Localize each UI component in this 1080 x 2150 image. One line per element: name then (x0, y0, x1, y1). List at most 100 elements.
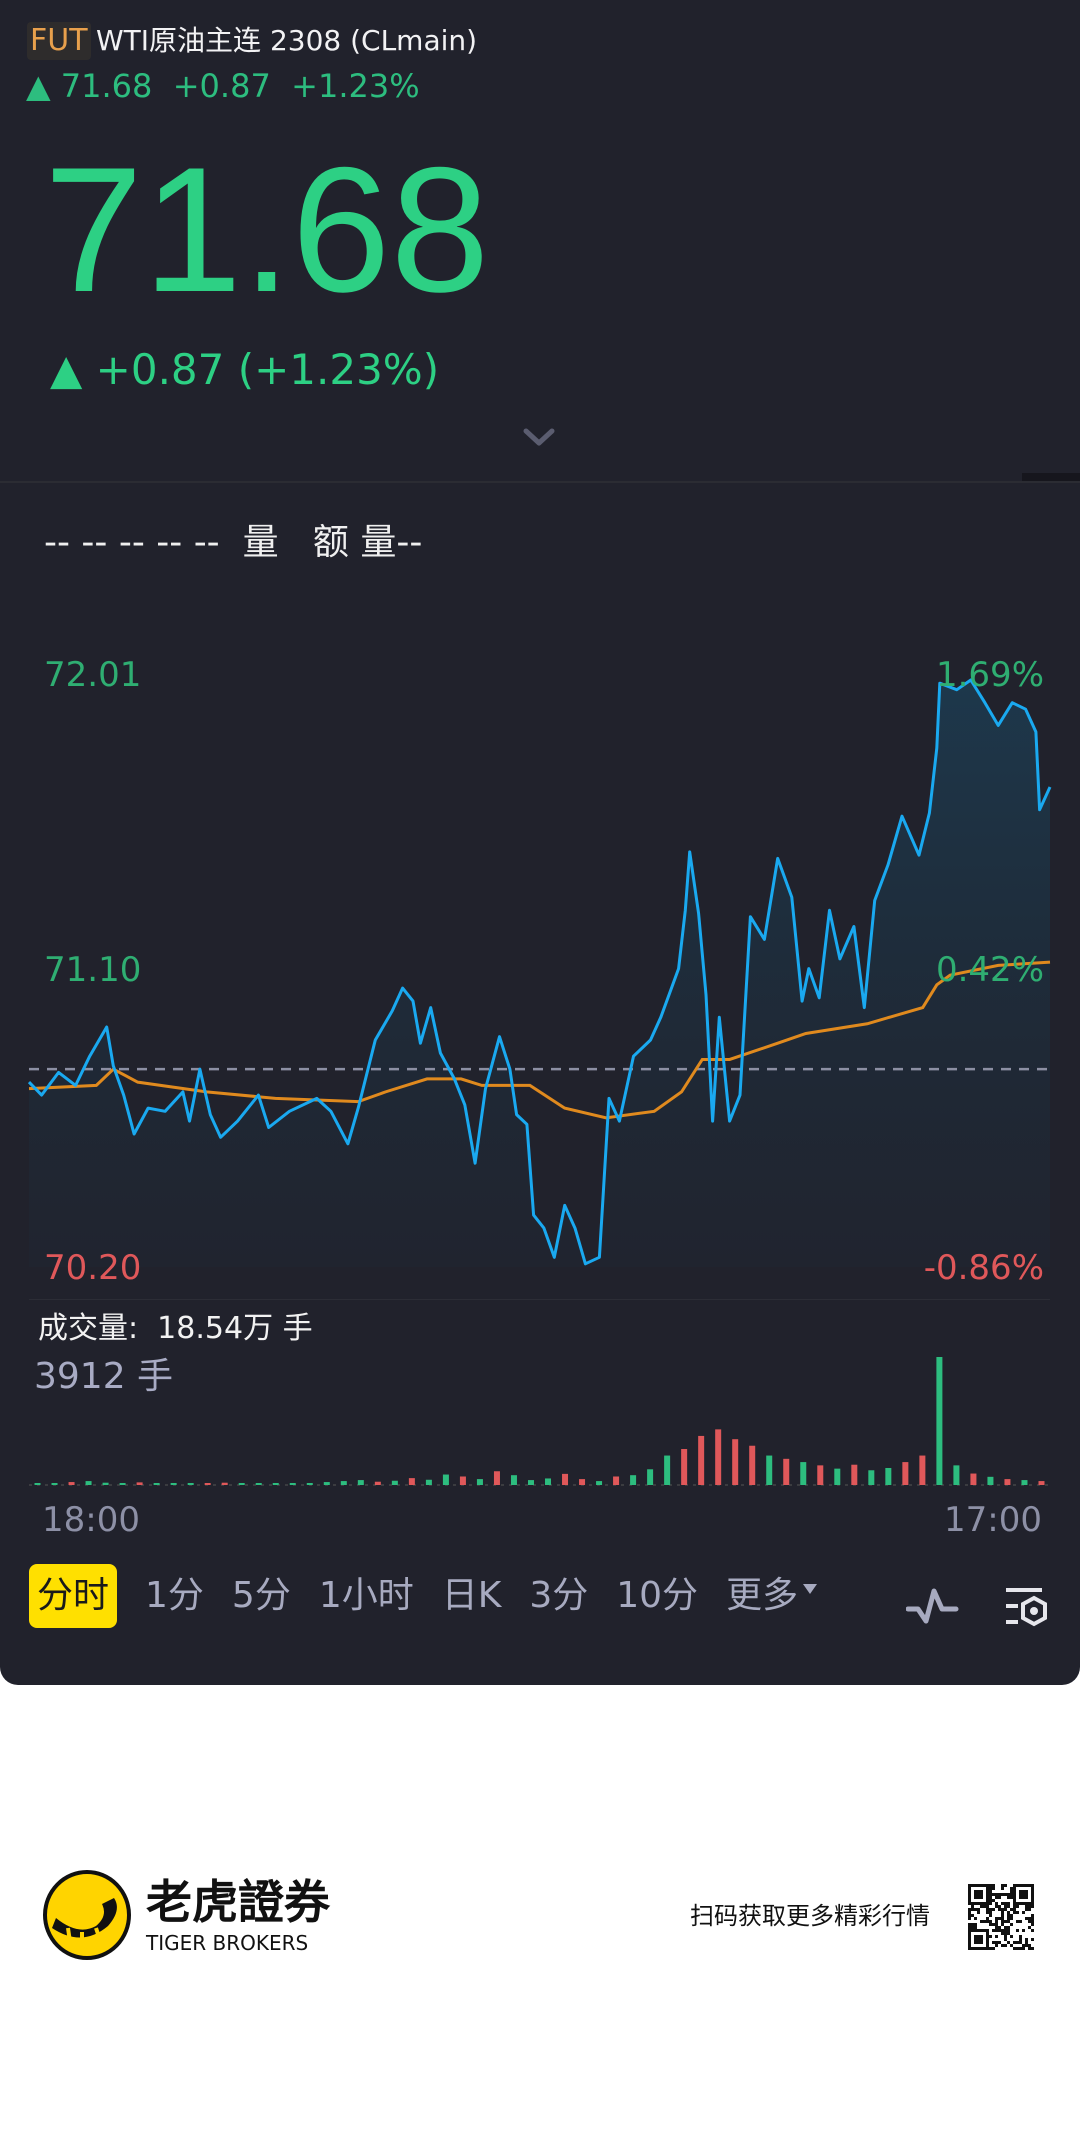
volume-bar (102, 1482, 109, 1485)
price-mid-label: 71.10 (44, 950, 142, 990)
tab-10min[interactable]: 10分 (616, 1575, 699, 1616)
tab-daily-k[interactable]: 日K (441, 1575, 502, 1616)
volume-bar (153, 1483, 160, 1485)
volume-bar (953, 1465, 960, 1485)
tiger-brokers-logo (43, 1870, 131, 1960)
volume-bar (527, 1480, 534, 1485)
volume-bar (800, 1462, 807, 1485)
volume-bar (766, 1455, 773, 1485)
price-high-label: 72.01 (44, 655, 142, 695)
volume-bar (204, 1483, 211, 1485)
volume-bar (340, 1481, 347, 1485)
tab-1hour[interactable]: 1小时 (318, 1575, 414, 1616)
volume-bar (579, 1479, 586, 1485)
average-price-line (28, 960, 1051, 1120)
volume-bar (255, 1483, 262, 1485)
volume-bar (34, 1483, 41, 1485)
volume-bar (562, 1473, 569, 1485)
volume-bar (987, 1476, 994, 1485)
price-low-label: 70.20 (44, 1248, 142, 1288)
volume-bar (970, 1473, 977, 1485)
volume-bar (289, 1483, 296, 1485)
pct-low-label: -0.86% (923, 1248, 1044, 1288)
volume-bar (698, 1435, 705, 1485)
volume-bar (1021, 1480, 1028, 1485)
period-tabs: 分时 1分 5分 1小时 日K 3分 10分 更多 (29, 1564, 818, 1628)
volume-bar (476, 1479, 483, 1485)
volume-bar (919, 1455, 926, 1485)
volume-bar (681, 1449, 688, 1485)
volume-bar (1004, 1479, 1011, 1485)
volume-bar (749, 1445, 756, 1485)
time-end-label: 17:00 (944, 1500, 1042, 1540)
volume-bar (647, 1469, 654, 1485)
volume-bar (817, 1465, 824, 1485)
tab-5min[interactable]: 5分 (231, 1575, 291, 1616)
scan-prompt: 扫码获取更多精彩行情 (690, 1902, 930, 1930)
volume-bar (272, 1483, 279, 1485)
volume-bar (783, 1458, 790, 1485)
volume-bar (323, 1482, 330, 1485)
volume-bar (85, 1481, 92, 1485)
volume-bar (630, 1475, 637, 1485)
indicator-row: -- -- -- -- -- 量 额 量-- (44, 522, 423, 563)
volume-bar (68, 1482, 75, 1485)
price-area-fill (29, 680, 1050, 1267)
volume-bar (545, 1478, 552, 1485)
tab-intraday[interactable]: 分时 (29, 1564, 118, 1628)
volume-bar (408, 1478, 415, 1485)
volume-bar (885, 1467, 892, 1485)
time-start-label: 18:00 (42, 1500, 140, 1540)
pct-mid-label: 0.42% (935, 950, 1044, 990)
tab-1min[interactable]: 1分 (145, 1575, 204, 1616)
last-price: 71.68 (44, 130, 490, 329)
volume-chart (29, 1357, 1050, 1486)
chart-settings-icon[interactable] (1002, 1586, 1050, 1628)
volume-bar (851, 1464, 858, 1485)
brand-name-cn: 老虎證券 (146, 1875, 330, 1929)
volume-bar (51, 1483, 58, 1485)
chevron-down-icon[interactable] (522, 426, 556, 448)
divider (0, 481, 1080, 483)
volume-bar (374, 1481, 381, 1485)
volume-bar (493, 1471, 500, 1485)
volume-bar (459, 1476, 466, 1485)
volume-bar (357, 1480, 364, 1485)
volume-bar (613, 1476, 620, 1485)
volume-bar (510, 1475, 517, 1485)
instrument-title: WTI原油主连 2308 (CLmain) (96, 24, 478, 57)
volume-bar (425, 1479, 432, 1485)
tab-3min[interactable]: 3分 (529, 1575, 589, 1616)
volume-bar (732, 1439, 739, 1485)
pct-high-label: 1.69% (935, 655, 1044, 695)
volume-bar (936, 1357, 943, 1485)
indicator-wave-icon[interactable] (906, 1585, 960, 1625)
volume-bar (834, 1468, 841, 1485)
volume-bar (119, 1483, 126, 1485)
volume-bar (1038, 1481, 1045, 1485)
tab-more[interactable]: 更多 (726, 1575, 799, 1616)
divider-tab-marker (1022, 473, 1080, 481)
chevron-down-small-icon (803, 1584, 818, 1594)
volume-bar (868, 1470, 875, 1485)
volume-bar (306, 1483, 313, 1485)
quote-summary: ▲ 71.68 +0.87 +1.23% (26, 67, 420, 105)
volume-bar (596, 1481, 603, 1485)
volume-bar (136, 1482, 143, 1485)
brand-name-en: TIGER BROKERS (146, 1931, 309, 1955)
qr-code (968, 1884, 1034, 1950)
futures-badge: FUT (27, 22, 91, 60)
volume-bar (902, 1462, 909, 1485)
volume-bar (170, 1483, 177, 1485)
price-change: ▲ +0.87 (+1.23%) (50, 345, 440, 394)
intraday-chart[interactable] (0, 640, 1080, 1300)
volume-bar (221, 1482, 228, 1485)
volume-bar (664, 1455, 671, 1485)
volume-bar (715, 1429, 722, 1485)
volume-max: 3912 手 (34, 1356, 174, 1397)
volume-total: 成交量: 18.54万 手 (38, 1311, 313, 1346)
volume-bar (442, 1474, 449, 1485)
volume-bar (391, 1480, 398, 1485)
volume-bar (187, 1483, 194, 1485)
volume-bar (238, 1483, 245, 1485)
